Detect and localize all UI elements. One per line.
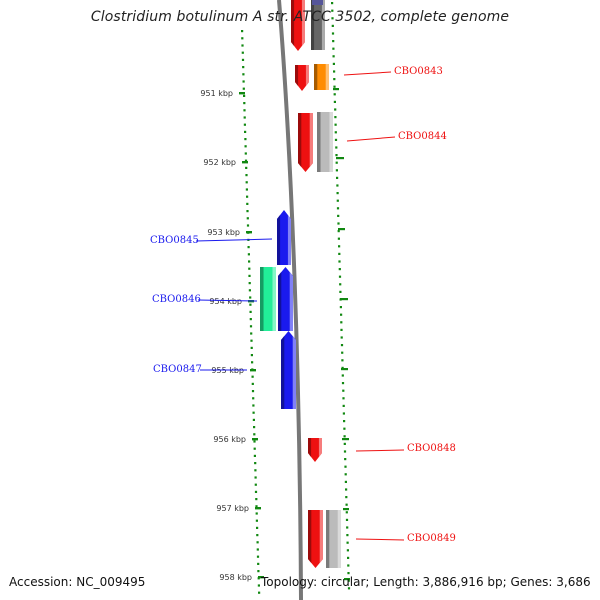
kbp-tick-label: 952 kbp [203, 158, 236, 167]
left-dotted-track [241, 30, 261, 594]
feature-cds-cbo0848 [308, 438, 322, 462]
label-leader-line [355, 449, 405, 452]
gene-label-text[interactable]: CBO0849 [407, 533, 456, 544]
accession-text: Accession: NC_009495 [9, 575, 146, 589]
feature-arrows [260, 0, 341, 568]
kbp-tick-label: 954 kbp [209, 297, 242, 306]
feature-cds-cbo0845 [277, 210, 291, 265]
topology-length-genes-text: Topology: circular; Length: 3,886,916 bp… [261, 575, 591, 589]
right-dash-marks [333, 88, 350, 581]
feature-cog-cbo0846 [260, 267, 276, 331]
kbp-tick-label: 953 kbp [207, 228, 240, 237]
gene-label-text[interactable]: CBO0848 [407, 443, 456, 454]
right-dotted-track [331, 2, 351, 590]
kbp-tick-mark [255, 507, 261, 510]
gc-dotted-tracks [241, 2, 351, 594]
feature-cds-cbo0847 [281, 331, 296, 409]
kbp-tick-mark [246, 231, 252, 234]
gene-label-cbo0848[interactable]: CBO0848 [355, 443, 456, 454]
gene-label-cbo0847[interactable]: CBO0847 [153, 364, 247, 375]
gene-label-text[interactable]: CBO0846 [152, 294, 201, 305]
feature-cog-cbo0843 [314, 64, 329, 90]
label-leader-line [197, 299, 258, 302]
feature-cds-cbo0843 [295, 65, 309, 91]
kbp-tick-label: 958 kbp [219, 573, 252, 582]
map-title: Clostridium botulinum A str. ATCC 3502, … [90, 9, 510, 25]
feature-cog-cbo0849 [326, 510, 341, 568]
gene-label-text[interactable]: CBO0843 [394, 66, 443, 77]
gene-labels: CBO0843 CBO0844 CBO0845 CBO0846 CBO0847 CBO08… [150, 66, 456, 544]
gene-label-cbo0843[interactable]: CBO0843 [343, 66, 443, 77]
gene-label-text[interactable]: CBO0847 [153, 364, 202, 375]
label-leader-line [355, 538, 405, 541]
kbp-tick-mark [252, 438, 258, 441]
gene-label-text[interactable]: CBO0844 [398, 131, 447, 142]
feature-cds-top [291, 0, 305, 51]
gene-label-text[interactable]: CBO0845 [150, 235, 199, 246]
feature-cds-cbo0849 [308, 510, 323, 568]
backbone-circle [277, 0, 303, 600]
gene-label-cbo0845[interactable]: CBO0845 [150, 235, 273, 246]
kbp-tick-mark [242, 161, 248, 164]
gene-label-cbo0846[interactable]: CBO0846 [152, 294, 258, 305]
label-leader-line [346, 136, 396, 142]
feature-cog-top-dark [311, 0, 325, 50]
kbp-tick-mark [258, 576, 264, 579]
label-leader-line [343, 71, 392, 76]
feature-cds-cbo0846 [278, 267, 293, 331]
feature-cog-cbo0844 [317, 112, 333, 172]
gene-label-cbo0849[interactable]: CBO0849 [355, 533, 456, 544]
gene-label-cbo0844[interactable]: CBO0844 [346, 131, 447, 142]
kbp-tick-label: 951 kbp [200, 89, 233, 98]
kbp-tick-mark [239, 92, 245, 95]
label-leader-line [195, 238, 273, 242]
kbp-tick-label: 956 kbp [213, 435, 246, 444]
kbp-tick-mark [250, 369, 256, 372]
feature-cds-cbo0844 [298, 113, 313, 172]
kbp-tick-label: 957 kbp [216, 504, 249, 513]
